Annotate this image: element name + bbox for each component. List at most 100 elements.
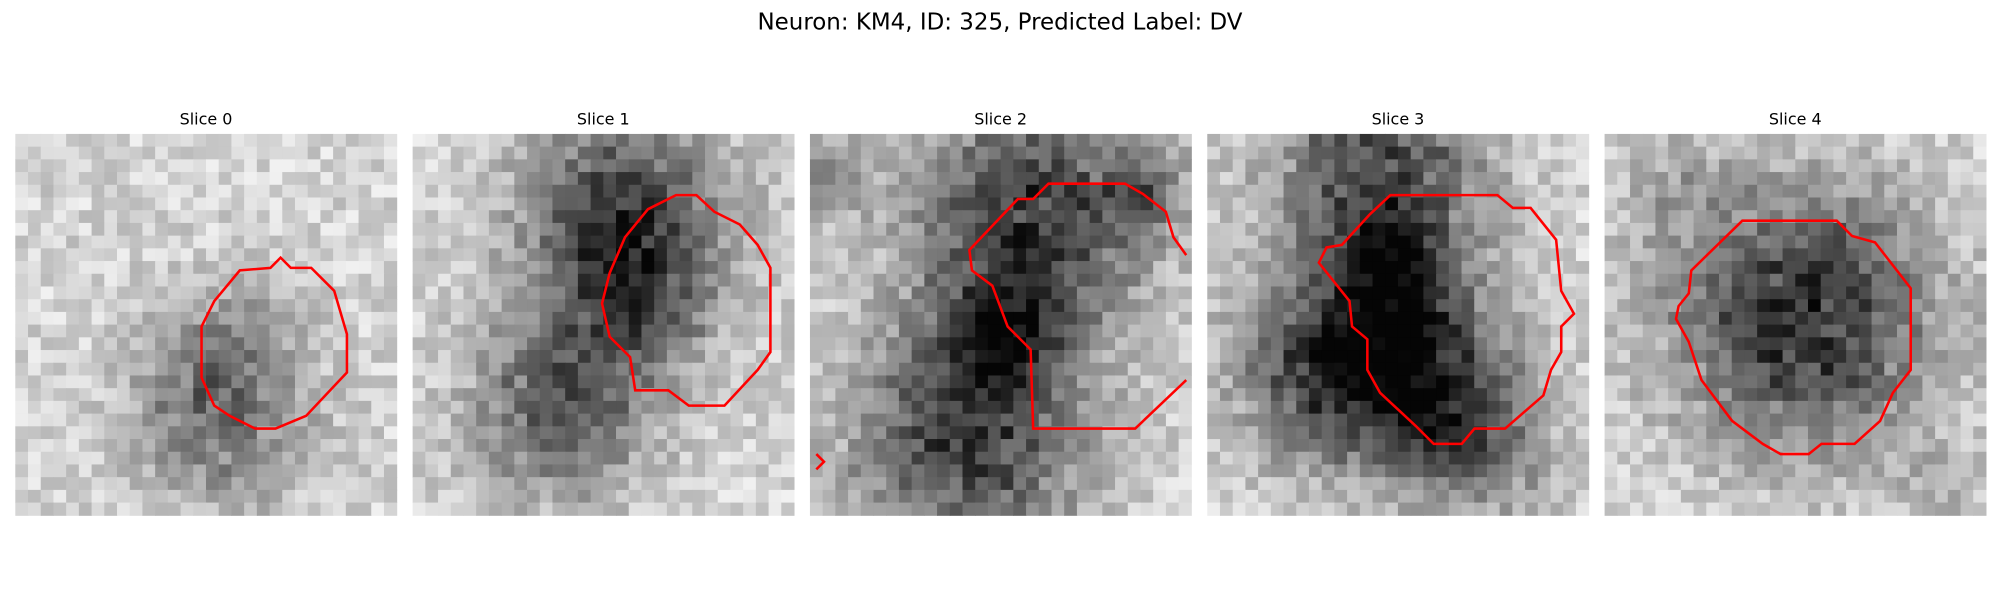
pixel bbox=[1308, 299, 1323, 313]
pixel bbox=[743, 184, 757, 199]
pixel bbox=[873, 159, 887, 173]
pixel bbox=[1423, 311, 1437, 326]
pixel bbox=[40, 133, 54, 148]
pixel bbox=[1731, 489, 1745, 504]
pixel bbox=[1935, 172, 1949, 186]
pixel bbox=[129, 311, 143, 326]
pixel bbox=[1973, 248, 1987, 262]
pixel bbox=[679, 502, 693, 516]
pixel bbox=[1668, 261, 1682, 275]
pixel bbox=[886, 197, 900, 211]
pixel bbox=[501, 197, 515, 211]
pixel bbox=[1038, 413, 1052, 427]
pixel bbox=[937, 489, 951, 504]
pixel bbox=[886, 362, 900, 376]
pixel bbox=[1423, 286, 1437, 300]
pixel bbox=[1474, 248, 1488, 262]
pixel bbox=[1153, 248, 1167, 262]
pixel bbox=[1512, 146, 1526, 160]
pixel bbox=[1026, 451, 1040, 465]
pixel bbox=[1922, 235, 1936, 249]
pixel bbox=[1858, 337, 1873, 351]
pixel bbox=[1617, 426, 1631, 440]
pixel bbox=[1973, 502, 1987, 516]
pixel bbox=[1630, 388, 1644, 402]
pixel bbox=[679, 235, 693, 249]
pixel bbox=[565, 197, 579, 211]
pixel bbox=[1642, 159, 1656, 173]
pixel bbox=[1744, 388, 1758, 402]
pixel bbox=[488, 439, 503, 453]
pixel bbox=[1833, 273, 1847, 287]
pixel bbox=[244, 273, 258, 287]
pixel bbox=[1102, 299, 1116, 313]
pixel bbox=[155, 133, 169, 148]
pixel bbox=[1102, 286, 1116, 300]
pixel bbox=[616, 210, 630, 224]
pixel bbox=[269, 362, 283, 376]
pixel bbox=[679, 146, 693, 160]
pixel bbox=[218, 146, 232, 160]
pixel bbox=[1896, 197, 1911, 211]
pixel bbox=[886, 235, 900, 249]
pixel bbox=[539, 248, 553, 262]
pixel bbox=[1550, 311, 1564, 326]
pixel bbox=[1385, 464, 1399, 478]
pixel bbox=[463, 413, 477, 427]
pixel bbox=[78, 426, 93, 440]
pixel bbox=[1617, 413, 1631, 427]
pixel bbox=[333, 184, 347, 199]
pixel bbox=[1680, 464, 1695, 478]
pixel bbox=[1486, 451, 1501, 465]
pixel bbox=[937, 261, 951, 275]
pixel bbox=[911, 311, 925, 326]
pixel bbox=[476, 451, 490, 465]
pixel bbox=[501, 299, 515, 313]
pixel bbox=[1359, 426, 1374, 440]
pixel bbox=[873, 337, 887, 351]
pixel bbox=[1410, 248, 1424, 262]
pixel bbox=[987, 388, 1002, 402]
pixel bbox=[1655, 159, 1669, 173]
pixel bbox=[1630, 400, 1644, 415]
pixel bbox=[412, 210, 426, 224]
pixel bbox=[628, 286, 642, 300]
pixel bbox=[28, 502, 42, 516]
pixel bbox=[371, 286, 385, 300]
pixel bbox=[987, 133, 1002, 148]
pixel bbox=[1512, 426, 1526, 440]
pixel bbox=[1512, 172, 1526, 186]
pixel bbox=[180, 210, 194, 224]
pixel bbox=[1359, 375, 1374, 389]
pixel bbox=[117, 350, 131, 364]
pixel bbox=[294, 184, 309, 199]
pixel bbox=[809, 489, 824, 504]
pixel bbox=[1896, 311, 1911, 326]
pixel bbox=[641, 299, 655, 313]
pixel bbox=[256, 489, 271, 504]
pixel bbox=[1127, 235, 1141, 249]
pixel bbox=[1089, 477, 1103, 491]
pixel bbox=[1308, 388, 1323, 402]
pixel bbox=[1372, 502, 1386, 516]
pixel bbox=[1782, 337, 1796, 351]
pixel bbox=[501, 146, 515, 160]
pixel bbox=[1922, 388, 1936, 402]
pixel bbox=[1820, 261, 1834, 275]
pixel bbox=[320, 222, 334, 237]
pixel bbox=[1232, 261, 1246, 275]
pixel bbox=[438, 184, 452, 199]
pixel bbox=[1165, 489, 1180, 504]
pixel bbox=[1655, 451, 1669, 465]
pixel bbox=[860, 464, 875, 478]
pixel bbox=[104, 337, 118, 351]
pixel bbox=[1423, 324, 1437, 338]
pixel bbox=[705, 350, 719, 364]
pixel bbox=[1782, 439, 1796, 453]
pixel bbox=[1537, 235, 1552, 249]
pixel bbox=[1283, 172, 1297, 186]
pixel bbox=[1550, 159, 1564, 173]
pixel bbox=[1922, 502, 1936, 516]
pixel bbox=[1858, 261, 1873, 275]
pixel bbox=[231, 477, 245, 491]
